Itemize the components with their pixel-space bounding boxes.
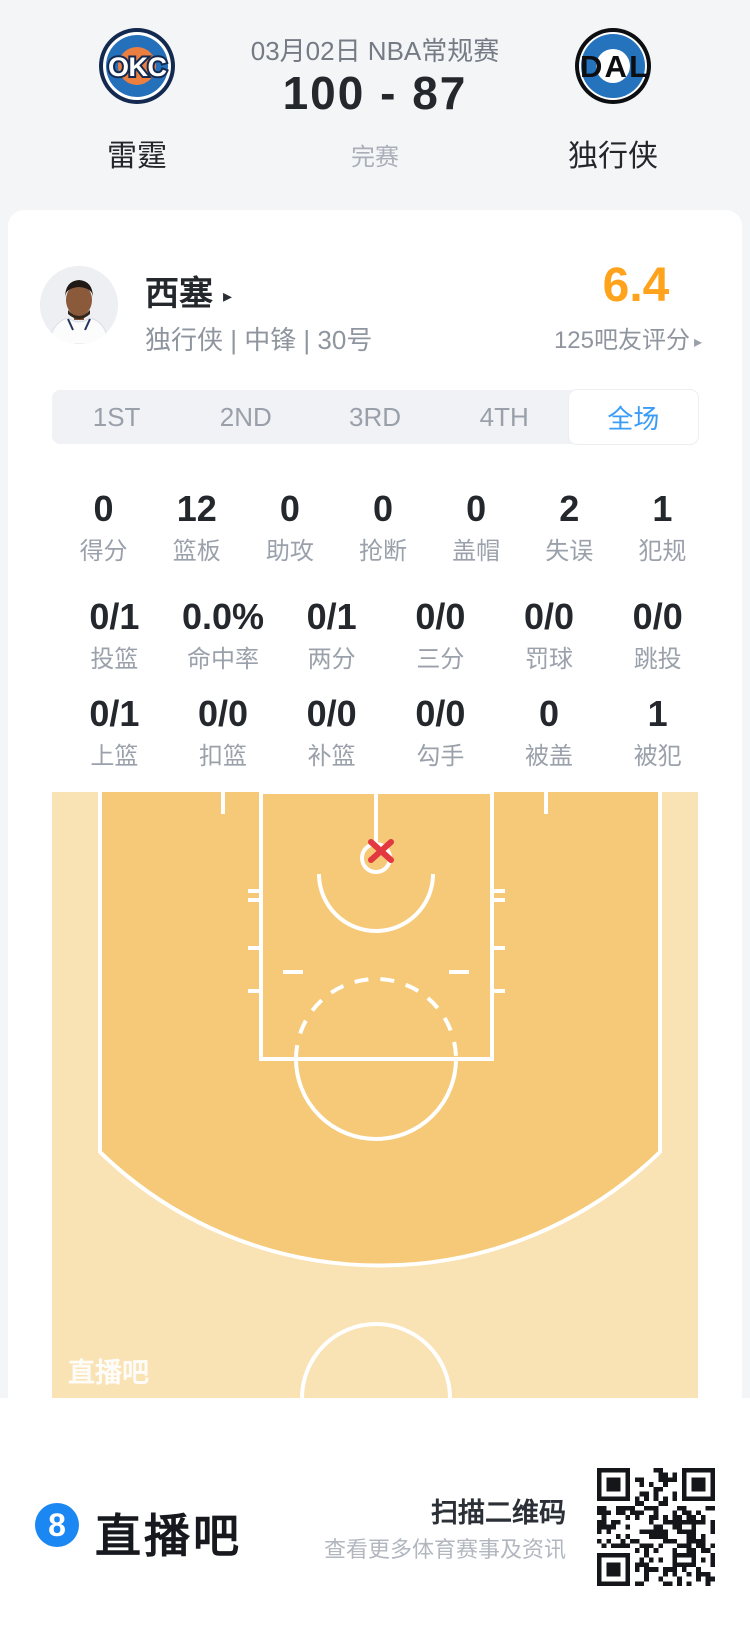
stats-row3: 0/1 上篮 0/0 扣篮 0/0 补篮 0/0 勾手 0 被盖 1 被犯 xyxy=(60,692,712,772)
qr-code xyxy=(597,1468,715,1586)
shot-miss-x-icon xyxy=(368,839,394,863)
team-home: OKC 雷霆 xyxy=(67,28,207,175)
match-status: 完赛 xyxy=(351,144,399,171)
player-name[interactable]: 西塞 ▸ xyxy=(145,266,232,315)
brand-name: 直播吧 xyxy=(95,1510,242,1562)
okc-abbr: OKC xyxy=(108,52,167,82)
rating-arrow-icon: ▸ xyxy=(694,334,703,351)
stats-row1: 0 得分 12 篮板 0 助攻 0 抢断 0 盖帽 2 失误 1 犯规 xyxy=(57,487,709,567)
qr-title: 扫描二维码 xyxy=(431,1498,566,1528)
player-meta: 独行侠 | 中锋 | 30号 xyxy=(145,325,373,355)
player-avatar xyxy=(40,266,118,344)
logo-digit: 8 xyxy=(48,1507,66,1543)
stat-被盖: 0 被盖 xyxy=(525,693,574,770)
qr-subtitle: 查看更多体育赛事及资讯 xyxy=(323,1537,566,1562)
player-name-text: 西塞 xyxy=(145,275,213,313)
team-away-name: 独行侠 xyxy=(568,140,658,173)
stat-失误: 2 失误 xyxy=(545,488,594,565)
okc-team-logo-icon: OKC xyxy=(99,28,175,104)
stat-三分: 0/0 三分 xyxy=(415,596,466,673)
match-score: 100 - 87 xyxy=(282,67,468,119)
stat-扣篮: 0/0 扣篮 xyxy=(197,693,249,770)
stats-row2: 0/1 投篮 0.0% 命中率 0/1 两分 0/0 三分 0/0 罚球 0/0 跳投 xyxy=(60,595,712,675)
tab-2ND[interactable]: 2ND xyxy=(219,401,272,432)
expand-arrow-icon: ▸ xyxy=(223,286,233,306)
stat-上篮: 0/1 上篮 xyxy=(89,693,140,770)
zhibo8-logo-icon: 8 xyxy=(35,1503,79,1547)
player-photo-icon xyxy=(40,266,118,344)
dal-abbr: DAL xyxy=(580,49,647,84)
team-home-name: 雷霆 xyxy=(107,140,167,173)
team-away: DAL 独行侠 xyxy=(543,28,683,175)
match-date-title: 03月02日 NBA常规赛 xyxy=(250,36,500,66)
quarter-tabs: 1ST 2ND 3RD 4TH 全场 xyxy=(52,390,699,444)
stat-篮板: 12 篮板 xyxy=(172,488,221,565)
tab-1ST[interactable]: 1ST xyxy=(92,401,141,432)
rating-votes-link[interactable]: 125吧友评分 ▸ xyxy=(536,320,720,355)
stat-盖帽: 0 盖帽 xyxy=(452,488,501,565)
stat-投篮: 0/1 投篮 xyxy=(89,596,140,673)
stat-犯规: 1 犯规 xyxy=(638,488,687,565)
tab-4TH[interactable]: 4TH xyxy=(479,401,529,432)
rating-votes-text: 125吧友评分 xyxy=(553,327,690,354)
player-rating: 6.4 xyxy=(602,259,670,312)
stat-补篮: 0/0 补篮 xyxy=(306,693,357,770)
shot-chart-court: 直播吧 xyxy=(52,792,698,1398)
shot-markers xyxy=(368,839,394,863)
stat-被犯: 1 被犯 xyxy=(633,693,682,770)
stat-跳投: 0/0 跳投 xyxy=(632,596,683,673)
tab-3RD[interactable]: 3RD xyxy=(349,401,402,432)
court-watermark: 直播吧 xyxy=(68,1358,149,1388)
stat-两分: 0/1 两分 xyxy=(306,596,357,673)
tab-全场[interactable]: 全场 xyxy=(568,390,699,444)
stat-抢断: 0 抢断 xyxy=(358,488,407,565)
stat-罚球: 0/0 罚球 xyxy=(524,596,575,673)
stat-勾手: 0/0 勾手 xyxy=(415,693,466,770)
dal-team-logo-icon: DAL xyxy=(575,28,651,104)
stat-得分: 0 得分 xyxy=(79,488,128,565)
stat-命中率: 0.0% 命中率 xyxy=(181,596,265,673)
qr-caption: 扫描二维码 查看更多体育赛事及资讯 xyxy=(324,1496,566,1564)
stat-助攻: 0 助攻 xyxy=(265,488,314,565)
